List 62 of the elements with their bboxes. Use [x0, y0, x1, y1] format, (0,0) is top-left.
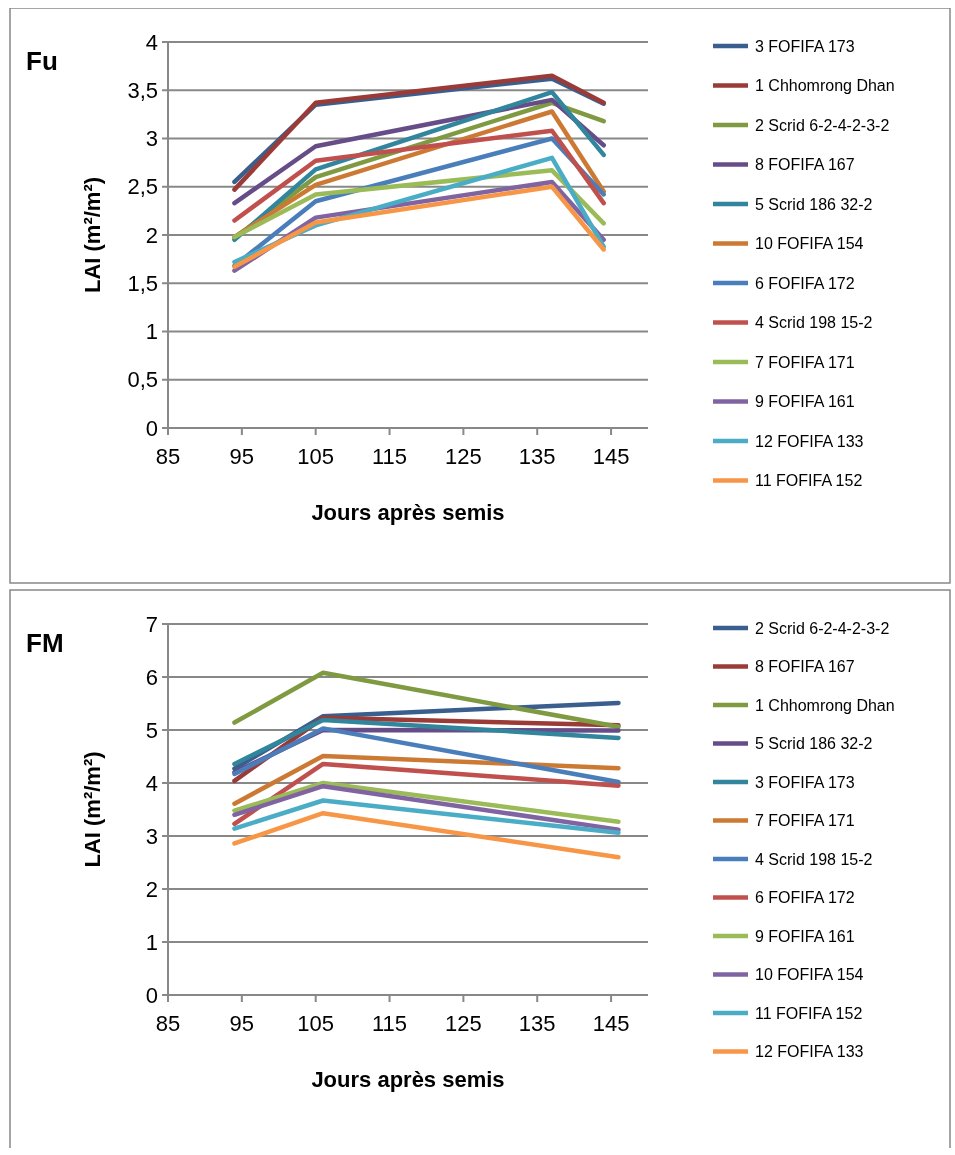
legend-label: 4 Scrid 198 15-2 [755, 314, 873, 332]
y-tick-label: 7 [145, 611, 158, 637]
x-tick-label: 105 [297, 444, 335, 469]
y-tick-label: 0,5 [127, 367, 158, 393]
y-axis-title: LAI (m²/m²) [80, 176, 105, 294]
legend-label: 3 FOFIFA 173 [755, 773, 855, 791]
legend-label: 1 Chhomrong Dhan [755, 696, 895, 714]
x-tick-label: 145 [592, 444, 630, 469]
y-tick-label: 2,5 [127, 174, 158, 200]
x-tick-label: 125 [445, 444, 482, 469]
legend-label: 10 FOFIFA 154 [755, 235, 864, 253]
y-tick-label: 3,5 [127, 77, 158, 103]
legend-label: 2 Scrid 6-2-4-2-3-2 [755, 619, 890, 637]
x-tick-label: 95 [229, 1011, 255, 1036]
legend-label: 10 FOFIFA 154 [755, 966, 864, 984]
legend-label: 9 FOFIFA 161 [755, 927, 855, 945]
legend-label: 4 Scrid 198 15-2 [755, 850, 873, 868]
legend-label: 7 FOFIFA 171 [755, 812, 855, 830]
y-tick-label: 3 [145, 126, 158, 152]
x-tick-label: 115 [372, 1011, 408, 1036]
y-tick-label: 6 [145, 664, 158, 690]
x-tick-label: 85 [155, 1011, 181, 1036]
legend-label: 1 Chhomrong Dhan [755, 77, 895, 95]
y-tick-label: 0 [145, 982, 158, 1008]
chart-title: FM [26, 628, 64, 658]
legend-label: 12 FOFIFA 133 [755, 432, 864, 450]
legend-label: 8 FOFIFA 167 [755, 658, 855, 676]
legend-label: 11 FOFIFA 152 [755, 472, 863, 490]
x-tick-label: 115 [372, 444, 408, 469]
y-tick-label: 3 [145, 823, 158, 849]
y-tick-label: 0 [145, 415, 158, 441]
x-axis-title: Jours après semis [311, 500, 505, 525]
y-tick-label: 4 [145, 770, 158, 796]
y-tick-label: 5 [145, 717, 158, 743]
y-tick-label: 2 [145, 222, 158, 248]
x-tick-label: 135 [518, 1011, 556, 1036]
legend-label: 11 FOFIFA 152 [755, 1004, 863, 1022]
y-tick-label: 4 [145, 29, 158, 55]
legend-label: 12 FOFIFA 133 [755, 1043, 864, 1061]
legend-label: 6 FOFIFA 172 [755, 889, 855, 907]
line-series [232, 128, 606, 223]
y-axis-title: LAI (m²/m²) [80, 751, 105, 868]
x-axis-title: Jours après semis [311, 1067, 505, 1092]
x-tick-label: 145 [592, 1011, 630, 1036]
legend-label: 2 Scrid 6-2-4-2-3-2 [755, 116, 890, 134]
legend-label: 3 FOFIFA 173 [755, 37, 855, 55]
x-tick-label: 105 [297, 1011, 335, 1036]
legend-label: 6 FOFIFA 172 [755, 274, 855, 292]
x-tick-label: 95 [229, 444, 255, 469]
chart-title: Fu [26, 46, 58, 76]
legend-label: 8 FOFIFA 167 [755, 156, 855, 174]
y-tick-label: 1,5 [127, 270, 158, 296]
legend-label: 7 FOFIFA 171 [755, 353, 855, 371]
legend-label: 5 Scrid 186 32-2 [755, 195, 873, 213]
x-tick-label: 125 [445, 1011, 482, 1036]
legend-label: 5 Scrid 186 32-2 [755, 735, 873, 753]
y-tick-label: 1 [145, 929, 158, 955]
y-tick-label: 2 [145, 876, 158, 902]
y-tick-label: 1 [145, 319, 158, 345]
x-tick-label: 85 [155, 444, 181, 469]
x-tick-label: 135 [518, 444, 556, 469]
legend-label: 9 FOFIFA 161 [755, 393, 855, 411]
